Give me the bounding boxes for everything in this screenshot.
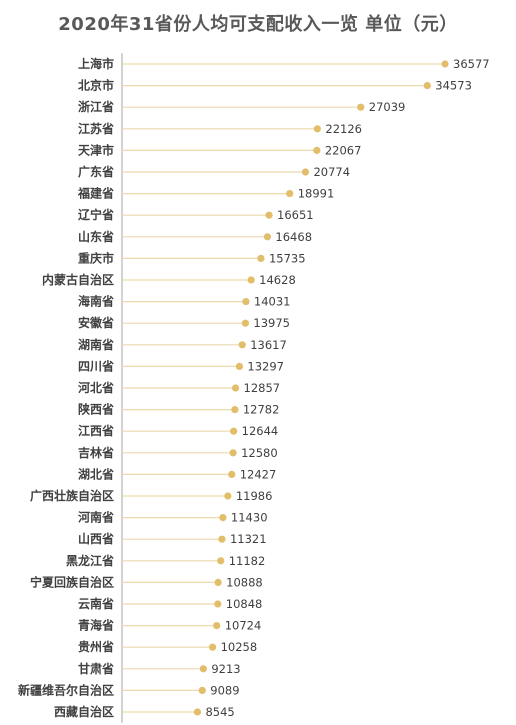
value-label: 8545 [205, 705, 234, 719]
lollipop-marker [241, 319, 250, 327]
lollipop-marker [286, 190, 294, 198]
lollipop-marker [214, 578, 222, 587]
value-label: 11182 [229, 554, 266, 568]
category-label: 辽宁省 [78, 207, 114, 222]
category-label: 浙江省 [78, 99, 114, 114]
lollipop-marker [313, 125, 321, 133]
value-label: 22067 [325, 143, 362, 157]
category-label: 海南省 [78, 294, 114, 309]
value-label: 34573 [435, 79, 472, 93]
value-label: 13297 [247, 359, 284, 373]
category-label: 江西省 [78, 423, 114, 438]
category-label: 山东省 [78, 229, 114, 244]
lollipop-marker [265, 211, 273, 219]
category-label: 湖北省 [78, 466, 114, 481]
lollipop-marker [213, 622, 221, 630]
lollipop-marker [217, 557, 225, 565]
category-label: 青海省 [78, 618, 114, 633]
value-label: 36577 [453, 57, 490, 71]
lollipop-marker [208, 643, 217, 651]
lollipop-marker [247, 276, 255, 284]
lollipop-marker [242, 298, 250, 306]
lollipop-marker [231, 384, 240, 392]
category-label: 福建省 [77, 186, 114, 201]
lollipop-marker [301, 168, 310, 176]
lollipop-marker [193, 708, 202, 716]
lollipop-marker [214, 600, 222, 608]
category-label: 山西省 [78, 531, 114, 546]
lollipop-marker [263, 233, 272, 241]
category-label: 内蒙古自治区 [42, 272, 114, 287]
value-label: 27039 [369, 100, 406, 114]
lollipop-marker [198, 686, 206, 695]
chart-title: 2020年31省份人均可支配收入一览 单位（元） [58, 14, 458, 35]
lollipop-marker [228, 470, 236, 478]
value-label: 12580 [241, 446, 278, 460]
value-label: 16468 [275, 230, 312, 244]
category-label: 北京市 [78, 78, 114, 93]
value-label: 11430 [231, 511, 268, 525]
category-label: 云南省 [78, 596, 114, 611]
value-label: 10724 [225, 619, 262, 633]
value-label: 12644 [242, 424, 279, 438]
value-label: 9213 [211, 662, 240, 676]
value-label: 12857 [244, 381, 281, 395]
value-label: 9089 [210, 683, 239, 697]
lollipop-marker [357, 103, 365, 111]
category-label: 上海市 [78, 56, 114, 71]
lollipop-marker [218, 535, 226, 543]
category-label: 安徽省 [78, 315, 114, 330]
category-label: 甘肃省 [78, 661, 114, 676]
category-label: 江苏省 [78, 121, 114, 136]
value-label: 10258 [221, 640, 258, 654]
lollipop-marker [199, 665, 207, 673]
value-label: 13975 [253, 316, 290, 330]
lollipop-marker [230, 427, 238, 435]
category-label: 广西壮族自治区 [30, 488, 114, 503]
category-label: 河北省 [77, 380, 114, 395]
category-label: 黑龙江省 [66, 553, 114, 568]
category-label: 贵州省 [78, 639, 114, 654]
category-label: 四川省 [78, 358, 114, 373]
category-label: 吉林省 [78, 445, 114, 460]
value-label: 22126 [325, 122, 362, 136]
value-label: 12782 [243, 403, 280, 417]
category-label: 广东省 [78, 164, 114, 179]
category-label: 湖南省 [78, 337, 114, 352]
value-label: 10888 [226, 575, 263, 589]
value-label: 20774 [313, 165, 350, 179]
lollipop-marker [238, 341, 246, 349]
category-label: 重庆市 [78, 250, 114, 265]
category-label: 陕西省 [78, 402, 114, 417]
category-label: 西藏自治区 [54, 704, 114, 719]
lollipop-marker [441, 60, 449, 68]
value-label: 18991 [298, 187, 335, 201]
value-label: 15735 [269, 251, 306, 265]
value-label: 10848 [226, 597, 263, 611]
lollipop-marker [229, 449, 237, 457]
lollipop-marker [219, 514, 227, 522]
lollipop-marker [423, 82, 431, 90]
lollipop-marker [235, 362, 244, 370]
category-label: 天津市 [78, 142, 114, 157]
value-label: 12427 [240, 467, 277, 481]
value-label: 16651 [277, 208, 314, 222]
lollipop-marker [313, 146, 321, 154]
lollipop-marker [231, 406, 239, 414]
category-label: 宁夏回族自治区 [30, 574, 114, 589]
value-label: 11321 [230, 532, 267, 546]
value-label: 14031 [254, 295, 291, 309]
category-label: 新疆维吾尔自治区 [18, 682, 114, 697]
value-label: 14628 [259, 273, 296, 287]
category-label: 河南省 [77, 510, 114, 525]
lollipop-marker [224, 492, 232, 500]
value-label: 11986 [236, 489, 273, 503]
value-label: 13617 [250, 338, 287, 352]
lollipop-marker [257, 254, 265, 262]
